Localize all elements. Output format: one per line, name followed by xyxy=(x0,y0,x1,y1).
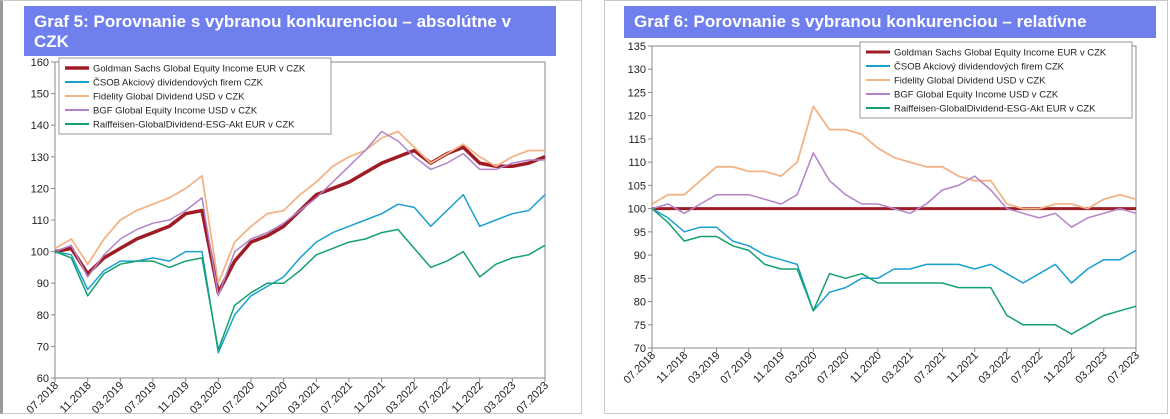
legend-label: Raiffeisen-GlobalDividend-ESG-Akt EUR v … xyxy=(93,120,295,131)
x-tick-label: 07.2022 xyxy=(417,380,454,417)
legend-label: Goldman Sachs Global Equity Income EUR v… xyxy=(93,64,306,75)
x-tick-label: 11.2020 xyxy=(848,350,884,386)
series-line xyxy=(651,152,1137,228)
legend-label: Fidelity Global Dividend USD v CZK xyxy=(93,92,245,103)
x-tick-label: 07.2023 xyxy=(515,380,552,417)
legend: Goldman Sachs Global Equity Income EUR v… xyxy=(859,41,1133,119)
x-tick-label: 07.2023 xyxy=(1106,350,1143,387)
x-tick-label: 11.2018 xyxy=(654,350,690,386)
x-tick-label: 11.2021 xyxy=(352,380,388,416)
series-line xyxy=(54,193,546,354)
y-tick-label: 135 xyxy=(628,41,646,53)
series-line xyxy=(651,208,1137,335)
x-tick-label: 03.2023 xyxy=(482,380,519,417)
y-tick-label: 100 xyxy=(628,204,646,216)
x-tick-label: 11.2022 xyxy=(1042,350,1078,386)
legend-label: ČSOB Akciový dividendových firem CZK xyxy=(93,78,264,89)
x-tick-label: 03.2022 xyxy=(976,350,1013,387)
chart-title: Graf 5: Porovnanie s vybranou konkurenci… xyxy=(24,6,556,56)
legend-label: Goldman Sachs Global Equity Income EUR v… xyxy=(894,48,1107,59)
chart-title: Graf 6: Porovnanie s vybranou konkurenci… xyxy=(624,6,1156,38)
legend-label: ČSOB Akciový dividendových firem CZK xyxy=(894,62,1065,73)
x-tick-label: 11.2020 xyxy=(254,380,290,416)
x-tick-label: 07.2020 xyxy=(815,350,852,387)
legend: Goldman Sachs Global Equity Income EUR v… xyxy=(58,57,332,135)
x-tick-label: 03.2019 xyxy=(686,350,723,387)
x-tick-label: 07.2021 xyxy=(912,350,949,387)
series-line xyxy=(54,130,545,285)
y-tick-label: 110 xyxy=(31,215,49,227)
x-tick-label: 11.2019 xyxy=(156,380,192,416)
x-tick-label: 11.2022 xyxy=(450,380,486,416)
series-line xyxy=(54,228,546,351)
y-tick-label: 120 xyxy=(31,183,49,195)
y-tick-label: 120 xyxy=(628,111,646,123)
y-tick-label: 80 xyxy=(37,310,49,322)
y-tick-label: 115 xyxy=(628,134,646,146)
y-tick-label: 60 xyxy=(37,373,49,385)
x-tick-label: 03.2021 xyxy=(880,350,917,387)
legend-label: Raiffeisen-GlobalDividend-ESG-Akt EUR v … xyxy=(894,104,1096,115)
y-tick-label: 90 xyxy=(37,278,49,290)
y-tick-label: 75 xyxy=(634,320,646,332)
legend-label: BGF Global Equity Income USD v CZK xyxy=(894,90,1059,101)
y-tick-label: 130 xyxy=(31,152,49,164)
y-tick-label: 85 xyxy=(634,273,646,285)
x-tick-label: 11.2021 xyxy=(945,350,981,386)
x-tick-label: 11.2018 xyxy=(58,380,94,416)
y-tick-label: 140 xyxy=(31,120,49,132)
x-tick-label: 07.2021 xyxy=(319,380,356,417)
series-line xyxy=(651,207,1137,312)
x-tick-label: 03.2022 xyxy=(384,380,421,417)
y-tick-label: 130 xyxy=(628,64,646,76)
y-tick-label: 105 xyxy=(628,180,646,192)
y-tick-label: 90 xyxy=(634,250,646,262)
series-line xyxy=(54,130,545,297)
x-tick-label: 07.2019 xyxy=(123,380,160,417)
y-tick-label: 80 xyxy=(634,297,646,309)
x-tick-label: 11.2019 xyxy=(751,350,787,386)
y-tick-label: 70 xyxy=(37,341,49,353)
series-line xyxy=(651,105,1137,210)
x-tick-label: 07.2020 xyxy=(221,380,258,417)
x-tick-label: 03.2023 xyxy=(1073,350,1110,387)
x-tick-label: 03.2020 xyxy=(188,380,225,417)
legend-label: BGF Global Equity Income USD v CZK xyxy=(93,106,258,117)
legend-box xyxy=(58,57,332,135)
legend-box xyxy=(859,41,1133,119)
y-tick-label: 150 xyxy=(31,89,49,101)
x-tick-label: 07.2018 xyxy=(25,380,62,417)
y-tick-label: 95 xyxy=(634,227,646,239)
x-tick-label: 03.2019 xyxy=(90,380,127,417)
x-tick-label: 07.2022 xyxy=(1009,350,1046,387)
legend-label: Fidelity Global Dividend USD v CZK xyxy=(894,76,1046,87)
y-tick-label: 100 xyxy=(31,247,49,259)
x-tick-label: 07.2019 xyxy=(718,350,755,387)
y-tick-label: 125 xyxy=(628,87,646,99)
x-tick-label: 03.2020 xyxy=(783,350,820,387)
y-tick-label: 70 xyxy=(634,343,646,355)
x-tick-label: 07.2018 xyxy=(622,350,659,387)
y-tick-label: 110 xyxy=(628,157,646,169)
x-tick-label: 03.2021 xyxy=(286,380,323,417)
y-tick-label: 160 xyxy=(31,57,49,69)
